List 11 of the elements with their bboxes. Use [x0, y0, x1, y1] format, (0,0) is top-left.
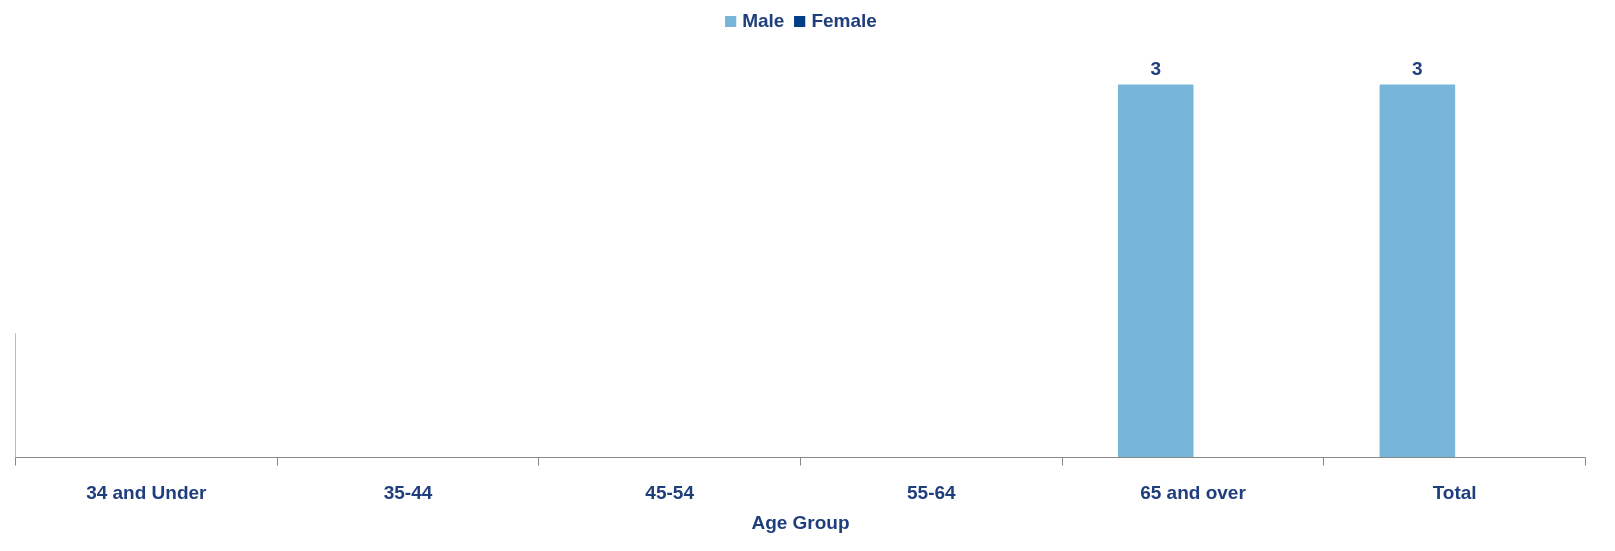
legend-label: Male [742, 10, 785, 32]
x-tick-label: 65 and over [1140, 481, 1247, 503]
x-tick-label: 55-64 [907, 481, 957, 503]
data-label: 3 [1412, 58, 1423, 79]
x-tick-label: Total [1432, 481, 1477, 503]
x-axis-title: Age Group [751, 511, 850, 533]
legend-label: Female [811, 10, 877, 32]
x-tick-label: 34 and Under [86, 481, 208, 503]
x-tick-label: 35-44 [383, 481, 433, 503]
x-tick-label: 45-54 [645, 481, 695, 503]
data-label: 3 [1150, 58, 1162, 79]
